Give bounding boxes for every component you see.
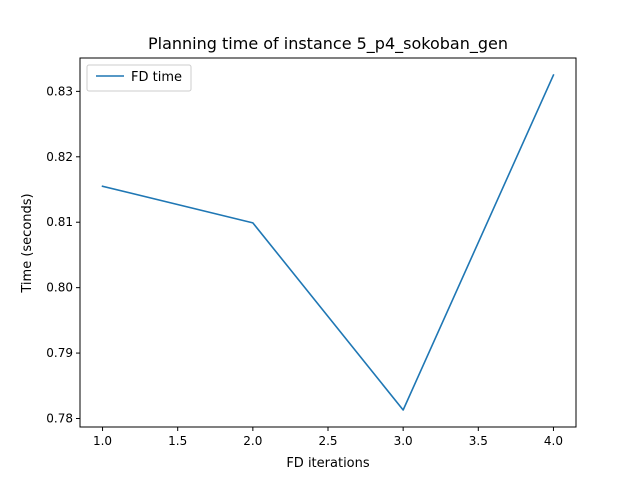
chart-title: Planning time of instance 5_p4_sokoban_g… xyxy=(148,34,508,54)
legend-label-fd-time: FD time xyxy=(131,70,182,85)
x-tick-label-1-0: 1.0 xyxy=(93,434,112,448)
y-axis: 0.78 0.79 0.80 0.81 0.82 0.83 xyxy=(46,84,80,425)
legend-box xyxy=(86,64,192,92)
legend: FD time xyxy=(86,64,192,92)
series-line xyxy=(101,73,555,411)
x-axis: 1.0 1.5 2.0 2.5 3.0 3.5 4.0 xyxy=(93,427,563,448)
y-axis-label: Time (seconds) xyxy=(20,193,35,293)
y-tick-label-0-78: 0.78 xyxy=(46,411,73,425)
y-tick-label-0-82: 0.82 xyxy=(46,150,73,164)
x-tick-label-4-0: 4.0 xyxy=(544,434,563,448)
y-tick-label-0-79: 0.79 xyxy=(46,346,73,360)
x-axis-label: FD iterations xyxy=(286,456,370,471)
y-tick-label-0-80: 0.80 xyxy=(46,281,73,295)
x-tick-label-1-5: 1.5 xyxy=(168,434,187,448)
y-tick-label-0-81: 0.81 xyxy=(46,215,73,229)
x-tick-label-2-0: 2.0 xyxy=(243,434,262,448)
x-tick-label-2-5: 2.5 xyxy=(318,434,337,448)
x-tick-label-3-0: 3.0 xyxy=(394,434,413,448)
y-tick-label-0-83: 0.83 xyxy=(46,84,73,98)
x-tick-label-3-5: 3.5 xyxy=(469,434,488,448)
